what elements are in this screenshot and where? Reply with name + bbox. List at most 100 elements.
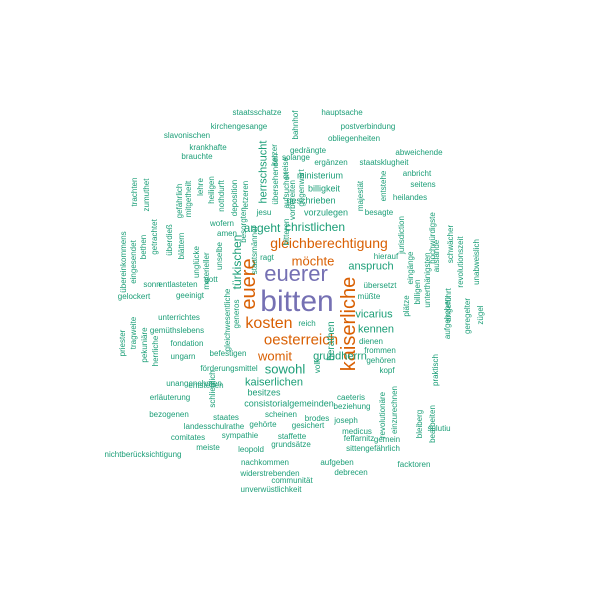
cloud-word: billigkeit [307,183,341,194]
cloud-word: trachten [130,177,139,207]
cloud-word: euerer [264,261,328,286]
cloud-word: sonn [143,280,161,289]
cloud-word: wofern [209,219,235,228]
cloud-word: revolutionäre [378,391,387,439]
cloud-word: deposition [230,179,239,217]
cloud-word: medicus [342,427,372,436]
cloud-word: unabweislich [472,239,481,285]
cloud-word: zügel [476,305,485,325]
cloud-word: jesu [256,208,272,217]
cloud-word: comitates [170,433,206,442]
cloud-word: amen [216,229,238,238]
cloud-word: priester [118,329,127,357]
cloud-word: unverwüstlichkeit [240,485,302,494]
cloud-word: gemüthslebens [149,326,205,335]
cloud-word: eingänge [406,251,415,285]
cloud-word: debrecen [334,468,368,477]
cloud-word: geregelter [463,297,472,335]
cloud-word: obliegenheiten [327,134,381,143]
cloud-word: leopold [238,445,264,454]
cloud-word: consistorialgemeinden [244,398,334,409]
cloud-word: befestigen [209,349,247,358]
cloud-word: bezogenen [149,410,189,419]
cloud-word: auslande [432,239,441,273]
cloud-word: seitens [410,180,436,189]
cloud-word: slavonischen [163,131,211,140]
cloud-word: jurisdiction [397,216,406,254]
cloud-word: grundsätze [271,440,311,449]
cloud-word: widerstrebenden [240,469,300,478]
cloud-word: geschrieben [286,195,336,206]
cloud-word: besitzes [247,387,281,398]
cloud-word: gegenwart [297,169,306,207]
cloud-word: bearbeiten [428,405,437,443]
cloud-word: schwächer [446,224,455,264]
cloud-word: brauchte [181,152,213,161]
cloud-word: entlasteten [158,280,198,289]
cloud-word: bitteren [282,218,291,246]
cloud-word: grundherrn [313,350,367,363]
cloud-word: entstehe [379,170,388,202]
cloud-word: landesschulrathe [183,422,245,431]
cloud-word: unterrichtes [158,313,200,322]
cloud-word: bahnhof [291,110,300,140]
cloud-word: berathen [326,321,337,361]
cloud-word: revolutionszeit [456,236,465,288]
cloud-word: brodes [304,414,330,423]
cloud-word: reich [298,319,316,328]
cloud-word: müßte [357,292,381,301]
cloud-word: schließlich [208,370,217,408]
cloud-word: angeführt [444,288,453,322]
cloud-word: sulutiu [427,424,451,433]
cloud-word: besorgten [239,207,248,243]
cloud-word: erläuterung [149,393,191,402]
cloud-word: herrschsucht [257,140,270,204]
cloud-word: möchte [291,253,335,269]
cloud-word: staatsschatze [232,108,282,117]
cloud-word: communität [271,476,313,485]
cloud-word: angeht [243,221,281,235]
cloud-word: unselbe [215,241,224,271]
cloud-word: kosten [245,315,293,332]
cloud-word: gesichert [291,421,325,430]
cloud-word: bethen [139,234,148,260]
cloud-word: vicarius [355,308,393,321]
cloud-word: gott [204,275,218,284]
cloud-word: praktisch [431,353,440,387]
cloud-word: unglücke [192,245,201,279]
cloud-word: vorbereiten [288,179,297,221]
cloud-word: blättern [177,232,186,260]
cloud-word: überdieß [165,224,174,256]
cloud-word: materieller [202,252,211,290]
cloud-word: gehören [366,356,396,365]
cloud-word: ragt [260,253,274,262]
cloud-word: solange [281,153,311,162]
cloud-word: feffarnitz [343,434,375,443]
cloud-word: letzeren [241,180,250,210]
cloud-word: facktoren [397,460,431,469]
cloud-word: postverbindung [340,122,396,131]
cloud-word: übersetzt [363,281,397,290]
cloud-word: christlichen [284,220,346,234]
cloud-word: gelockert [117,292,151,301]
cloud-word: sympathie [221,431,259,440]
cloud-word: kopf [379,366,395,375]
cloud-word: vorzulegen [303,207,349,218]
cloud-word: nothdurft [217,180,226,212]
cloud-word: übersehenden [271,153,280,205]
cloud-word: frommen [364,346,396,355]
cloud-word: gedrängte [289,146,327,155]
cloud-word: pekuniäre [140,327,149,363]
cloud-word: heilandes [392,193,428,202]
cloud-word: anspruch [348,260,394,273]
cloud-word: plätze [402,295,411,317]
cloud-word: lehre [196,178,205,196]
cloud-word: ungarn [170,352,196,361]
cloud-word: meiste [196,443,220,452]
cloud-word: hierauf [373,252,399,261]
cloud-word: caeteris [336,393,366,402]
cloud-word: tragweite [129,316,138,350]
cloud-word: staffette [277,432,307,441]
cloud-word: gehörte [249,420,277,429]
cloud-word: kirchengesange [210,122,268,131]
